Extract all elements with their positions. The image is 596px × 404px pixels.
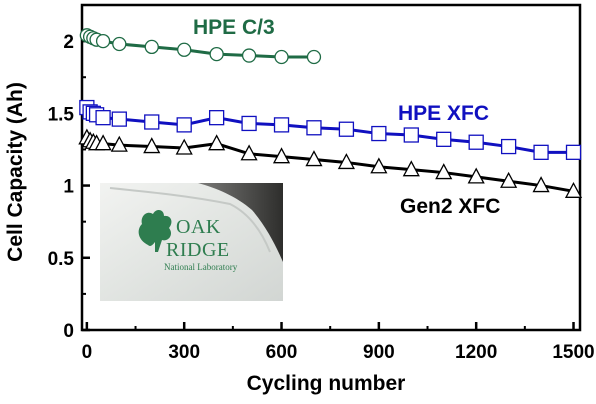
x-tick-label-1: 300 xyxy=(168,342,200,363)
data-point-2-18 xyxy=(532,176,550,193)
data-point-2-17 xyxy=(500,171,518,188)
data-point-0-9 xyxy=(241,48,257,63)
series-label-hpe-xfc: HPE XFC xyxy=(398,102,489,125)
data-point-1-4 xyxy=(95,110,111,126)
y-tick-label-4: 2 xyxy=(63,32,74,53)
data-point-0-5 xyxy=(112,36,127,52)
data-point-0-11 xyxy=(306,49,322,65)
data-point-1-13 xyxy=(371,125,387,142)
data-point-2-4 xyxy=(94,134,112,151)
data-point-0-4 xyxy=(95,33,111,49)
data-point-1-12 xyxy=(338,121,355,137)
x-tick-label-3: 900 xyxy=(363,342,395,363)
x-tick-label-4: 1200 xyxy=(455,342,497,363)
data-point-0-8 xyxy=(209,46,224,62)
data-point-1-14 xyxy=(403,127,419,143)
data-point-1-19 xyxy=(565,144,582,160)
data-point-1-15 xyxy=(436,131,452,147)
data-point-2-16 xyxy=(467,167,485,184)
data-point-1-18 xyxy=(533,144,549,160)
series-label-hpe-c3: HPE C/3 xyxy=(193,16,275,39)
data-point-2-7 xyxy=(175,138,193,155)
x-axis-title: Cycling number xyxy=(247,372,406,395)
data-point-2-15 xyxy=(435,163,453,180)
series-label-gen2-xfc: Gen2 XFC xyxy=(400,195,500,218)
data-point-1-6 xyxy=(144,114,160,130)
data-point-1-7 xyxy=(176,117,192,133)
pouch-cell-photo: OAK RIDGE National Laboratory xyxy=(100,183,283,301)
y-tick-label-3: 1.5 xyxy=(48,104,75,125)
photo-dark-corner xyxy=(198,183,283,262)
oak-leaf-icon xyxy=(138,210,172,252)
x-tick-label-5: 1500 xyxy=(552,342,594,363)
data-point-2-14 xyxy=(402,160,420,177)
logo-ridge-text: RIDGE xyxy=(166,239,230,261)
x-tick-label-0: 0 xyxy=(82,342,93,363)
y-tick-label-0: 0 xyxy=(63,321,74,342)
data-point-1-10 xyxy=(273,117,290,133)
data-point-1-9 xyxy=(241,115,257,132)
logo-oak-text: OAK xyxy=(176,216,221,238)
data-point-2-9 xyxy=(240,144,258,161)
y-tick-label-2: 1 xyxy=(63,177,74,198)
pouch-crease xyxy=(109,187,271,253)
data-point-2-19 xyxy=(564,181,583,198)
data-point-0-7 xyxy=(177,42,192,57)
data-point-2-5 xyxy=(110,135,128,152)
data-point-2-10 xyxy=(272,147,291,164)
data-point-1-11 xyxy=(306,120,322,136)
data-point-1-16 xyxy=(468,134,484,150)
data-point-0-10 xyxy=(274,49,289,65)
data-point-2-8 xyxy=(208,134,226,151)
logo-subtitle-text: National Laboratory xyxy=(164,262,238,272)
data-point-1-8 xyxy=(208,110,225,126)
data-point-2-11 xyxy=(305,150,323,167)
plot-area: 0 300 600 900 1200 1500 0 0.5 1 1.5 2 xyxy=(48,3,595,363)
data-point-2-12 xyxy=(337,153,355,170)
y-tick-label-1: 0.5 xyxy=(48,249,75,270)
data-point-1-17 xyxy=(500,138,517,155)
data-point-0-6 xyxy=(144,39,159,55)
y-axis-title: Cell Capacity (Ah) xyxy=(4,82,27,262)
data-point-2-6 xyxy=(143,137,161,154)
data-point-1-5 xyxy=(111,111,127,127)
x-tick-label-2: 600 xyxy=(266,342,298,363)
data-point-2-13 xyxy=(370,157,388,174)
